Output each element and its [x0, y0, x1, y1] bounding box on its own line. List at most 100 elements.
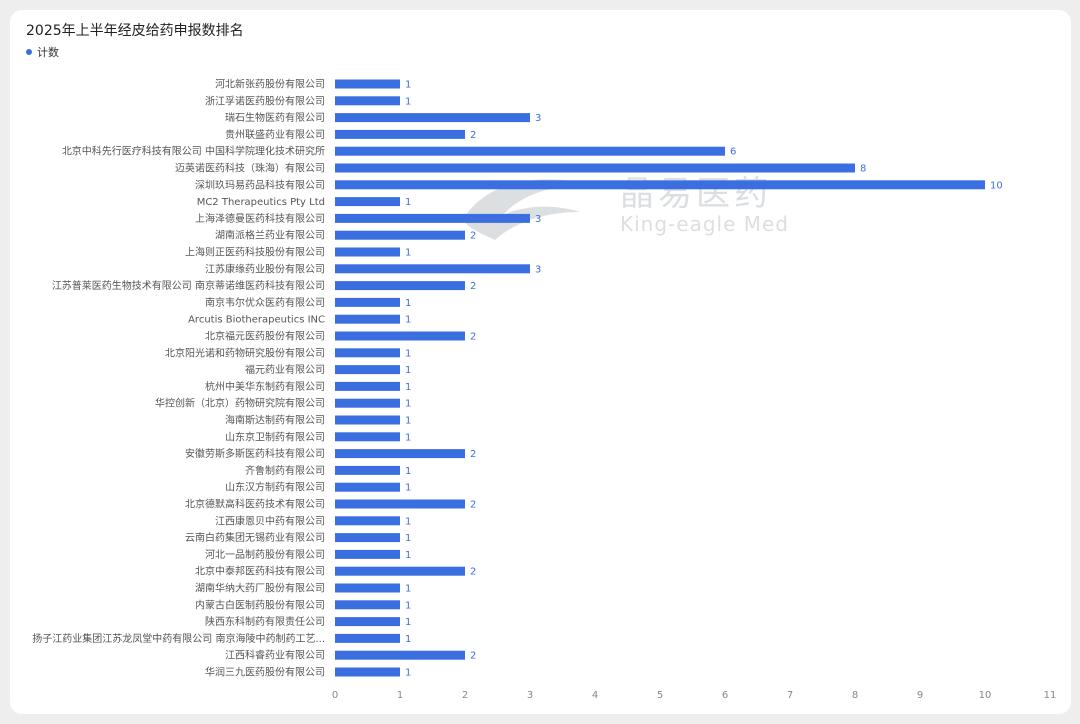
- category-label: 北京德默高科医药技术有限公司: [185, 498, 325, 511]
- bar[interactable]: [335, 566, 465, 576]
- category-label: 福元药业有限公司: [245, 363, 325, 376]
- category-label: 江苏普莱医药生物技术有限公司 南京蒂诺维医药科技有限公司: [52, 279, 325, 292]
- data-label: 1: [405, 617, 411, 628]
- bar[interactable]: [335, 617, 400, 627]
- data-label: 1: [405, 466, 411, 477]
- category-label: 迈英诺医药科技（珠海）有限公司: [175, 162, 325, 175]
- data-label: 1: [405, 600, 411, 611]
- bar[interactable]: [335, 533, 400, 543]
- category-label: 江西康恩贝中药有限公司: [215, 514, 325, 527]
- bar[interactable]: [335, 600, 400, 610]
- bar[interactable]: [335, 281, 465, 291]
- category-labels: 河北新张药股份有限公司浙江孚诺医药股份有限公司瑞石生物医药有限公司贵州联盛药业有…: [32, 78, 325, 679]
- x-tick-label: 9: [917, 690, 923, 701]
- category-label: 湖南华纳大药厂股份有限公司: [195, 582, 325, 595]
- data-label: 1: [405, 668, 411, 679]
- data-label: 2: [470, 500, 476, 511]
- data-label: 1: [405, 634, 411, 645]
- bar[interactable]: [335, 197, 400, 207]
- chart-title: 2025年上半年经皮给药申报数排名: [26, 23, 244, 39]
- category-label: 江西科睿药业有限公司: [225, 649, 325, 662]
- category-label: 上海则正医药科技股份有限公司: [185, 246, 325, 259]
- x-tick-label: 3: [527, 690, 533, 701]
- category-label: Arcutis Biotherapeutics INC: [188, 315, 325, 326]
- category-label: 北京阳光诺和药物研究股份有限公司: [165, 346, 325, 359]
- bar[interactable]: [335, 247, 400, 257]
- bar[interactable]: [335, 432, 400, 442]
- category-label: 瑞石生物医药有限公司: [225, 111, 325, 124]
- data-label: 1: [405, 399, 411, 410]
- category-label: 北京福元医药股份有限公司: [205, 330, 325, 343]
- bar[interactable]: [335, 146, 725, 156]
- x-tick-label: 2: [462, 690, 468, 701]
- category-label: 杭州中美华东制药有限公司: [205, 380, 325, 393]
- data-label: 1: [405, 483, 411, 494]
- x-tick-label: 10: [979, 690, 992, 701]
- x-tick-label: 7: [787, 690, 793, 701]
- data-label: 1: [405, 382, 411, 393]
- bar[interactable]: [335, 583, 400, 593]
- bar[interactable]: [335, 549, 400, 559]
- category-label: 北京中泰邦医药科技有限公司: [195, 565, 325, 578]
- category-label: 海南斯达制药有限公司: [225, 414, 325, 427]
- data-label: 1: [405, 315, 411, 326]
- bar[interactable]: [335, 180, 985, 190]
- data-label: 2: [470, 332, 476, 343]
- bar[interactable]: [335, 79, 400, 89]
- bar[interactable]: [335, 449, 465, 459]
- bar[interactable]: [335, 163, 855, 173]
- bar[interactable]: [335, 331, 465, 341]
- category-label: 深圳玖玛易药品科技有限公司: [195, 178, 325, 191]
- bar[interactable]: [335, 213, 530, 223]
- data-label: 8: [860, 164, 866, 175]
- data-label: 1: [405, 96, 411, 107]
- category-label: 山东汉方制药有限公司: [225, 481, 325, 494]
- data-label: 10: [990, 180, 1003, 191]
- bar[interactable]: [335, 516, 400, 526]
- data-label: 1: [405, 533, 411, 544]
- data-label: 1: [405, 516, 411, 527]
- bar[interactable]: [335, 482, 400, 492]
- x-tick-label: 1: [397, 690, 403, 701]
- x-tick-label: 11: [1044, 690, 1057, 701]
- bar[interactable]: [335, 314, 400, 324]
- category-label: 内蒙古白医制药股份有限公司: [195, 598, 325, 611]
- bars-layer: [335, 79, 985, 677]
- category-label: 浙江孚诺医药股份有限公司: [205, 94, 325, 107]
- category-label: 贵州联盛药业有限公司: [225, 128, 325, 141]
- chart-legend[interactable]: 计数: [26, 44, 59, 60]
- data-label: 1: [405, 584, 411, 595]
- bar[interactable]: [335, 230, 465, 240]
- bar[interactable]: [335, 96, 400, 106]
- category-label: MC2 Therapeutics Pty Ltd: [197, 197, 325, 208]
- bar[interactable]: [335, 633, 400, 643]
- x-tick-label: 5: [657, 690, 663, 701]
- category-label: 江苏康缘药业股份有限公司: [205, 262, 325, 275]
- bar[interactable]: [335, 264, 530, 274]
- category-label: 华控创新（北京）药物研究院有限公司: [155, 397, 325, 410]
- data-label: 1: [405, 365, 411, 376]
- value-labels: 1 1 3 2 6 8 10 1 3 2 1 3 2 1 1 2 1 1 1 1 1 1 2 1 1 2 1 1 1 2 1 1 1 1 2 1: [405, 80, 1003, 679]
- bar[interactable]: [335, 129, 465, 139]
- data-label: 1: [405, 248, 411, 259]
- data-label: 2: [470, 567, 476, 578]
- category-label: 扬子江药业集团江苏龙凤堂中药有限公司 南京海陵中药制药工艺...: [32, 632, 325, 645]
- data-label: 6: [730, 147, 736, 158]
- bar[interactable]: [335, 297, 400, 307]
- bar[interactable]: [335, 499, 465, 509]
- bar[interactable]: [335, 113, 530, 123]
- data-label: 1: [405, 416, 411, 427]
- data-label: 3: [535, 113, 541, 124]
- bar[interactable]: [335, 365, 400, 375]
- bar[interactable]: [335, 415, 400, 425]
- bar[interactable]: [335, 348, 400, 358]
- category-label: 湖南派格兰药业有限公司: [215, 229, 325, 242]
- bar[interactable]: [335, 465, 400, 475]
- bar[interactable]: [335, 650, 465, 660]
- bar[interactable]: [335, 398, 400, 408]
- category-label: 齐鲁制药有限公司: [245, 464, 325, 477]
- data-label: 2: [470, 130, 476, 141]
- bar[interactable]: [335, 667, 400, 677]
- bar[interactable]: [335, 381, 400, 391]
